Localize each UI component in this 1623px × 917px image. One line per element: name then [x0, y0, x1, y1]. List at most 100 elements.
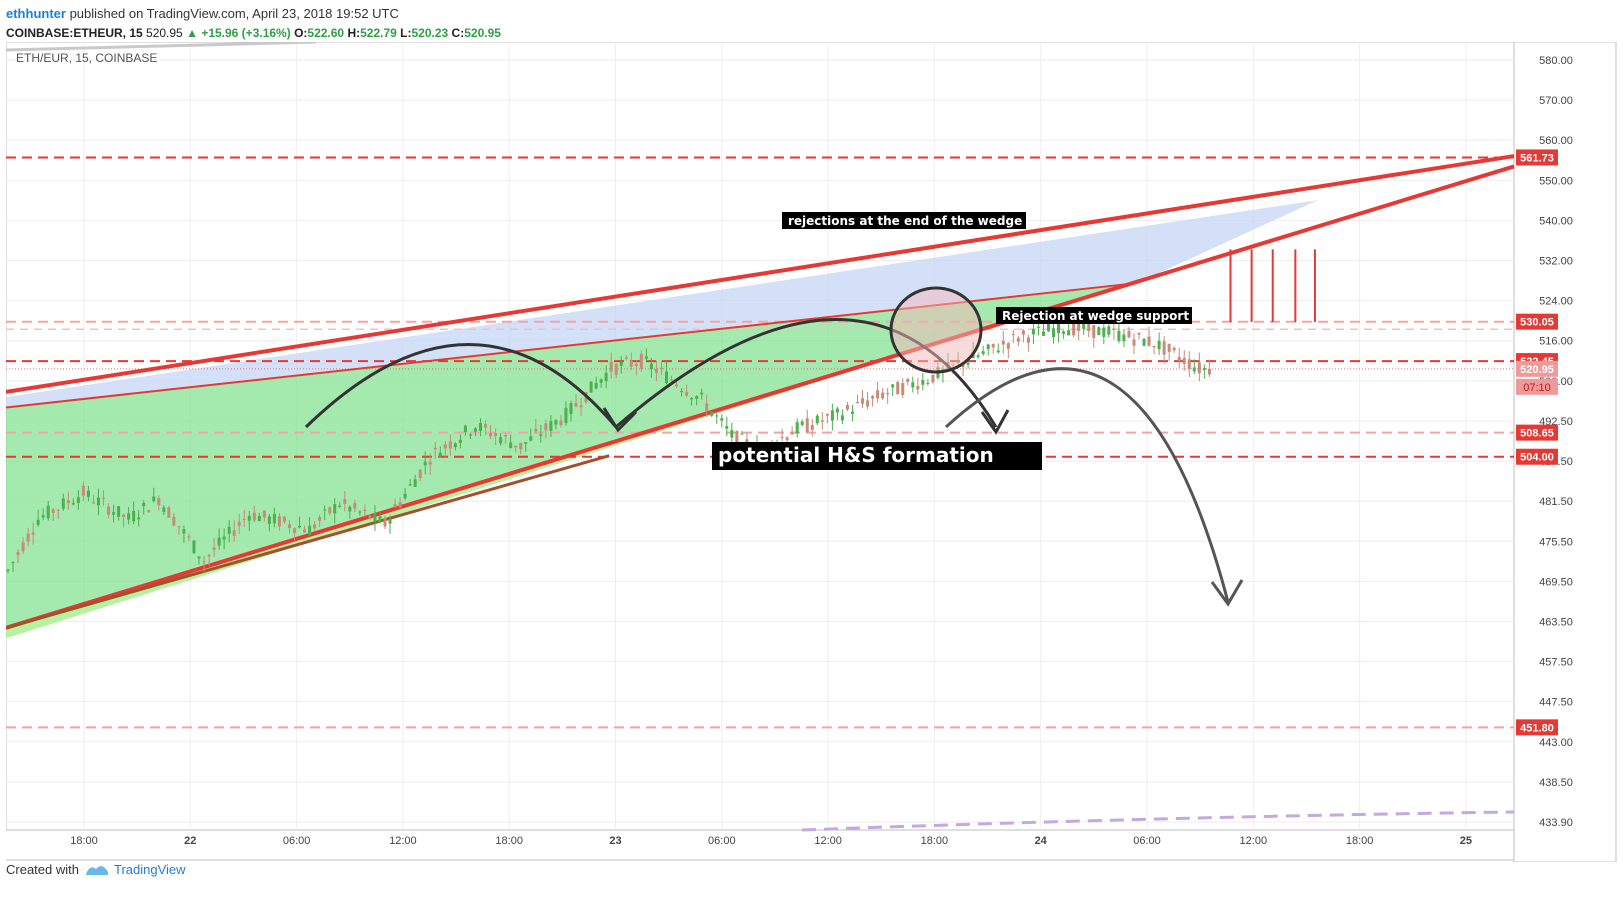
candle-body [856, 401, 860, 403]
candle-body [438, 452, 442, 458]
candle-body [308, 525, 312, 536]
candle-body [504, 435, 508, 437]
candle-body [398, 502, 402, 508]
candle-body [549, 421, 553, 431]
candle-body [31, 532, 35, 535]
candle-body [629, 360, 633, 367]
candle-body [26, 533, 30, 542]
candle-body [1006, 343, 1010, 349]
candle-body [1067, 330, 1071, 336]
created-with-label: Created with [6, 862, 79, 877]
candle-body [810, 425, 814, 430]
candle-body [614, 364, 618, 375]
x-tick-label: 06:00 [1133, 835, 1161, 847]
price-tag-label: 451.80 [1520, 722, 1554, 734]
candle-body [579, 405, 583, 408]
candle-body [122, 514, 126, 517]
candle-body [966, 362, 970, 365]
candle-body [654, 368, 658, 374]
candle-body [298, 525, 302, 528]
price-tag-box [1516, 360, 1558, 377]
candle-body [1197, 362, 1201, 374]
candle-body [921, 380, 925, 385]
candle-body [338, 505, 342, 507]
candle-body [790, 432, 794, 435]
candle-body [659, 367, 663, 370]
candle-body [202, 561, 206, 563]
upper-wedge-resistance-line[interactable] [6, 154, 1515, 394]
candle-body [423, 461, 427, 466]
candle-body [534, 428, 538, 432]
candle-body [41, 515, 45, 518]
tradingview-brand-link[interactable]: TradingView [114, 862, 186, 877]
x-tick-label: 25 [1460, 835, 1472, 847]
candle-body [408, 484, 412, 486]
annotation-hs-formation-label: potential H&S formation [718, 443, 994, 467]
candle-body [463, 425, 467, 433]
candle-body [815, 415, 819, 424]
candle-body [740, 433, 744, 435]
author-link[interactable]: ethhunter [6, 6, 66, 21]
candle-body [393, 504, 397, 508]
candle-body [147, 510, 151, 513]
candle-body [6, 569, 10, 571]
candle-body [348, 506, 352, 512]
candle-body [1157, 340, 1161, 350]
candle-body [328, 507, 332, 514]
candle-body [1036, 326, 1040, 328]
title-underline-decoration [6, 42, 317, 52]
wedge-support-shadow [6, 454, 610, 630]
candle-body [634, 363, 638, 367]
candle-body [242, 518, 246, 520]
candle-body [780, 436, 784, 438]
candle-body [222, 536, 226, 540]
upper-wedge-fill [6, 200, 1318, 408]
x-tick-label: 12:00 [389, 835, 417, 847]
candle-body [931, 374, 935, 383]
candle-body [71, 503, 75, 505]
candle-body [891, 384, 895, 388]
candle-body [715, 415, 719, 417]
left-shoulder-arc [304, 343, 618, 429]
chart-area[interactable]: 580.00 570.00 560.00 550.00 540.00 532.00 524.… [6, 42, 1618, 862]
candle-body [926, 382, 930, 384]
candle-body [343, 499, 347, 504]
candle-body [861, 398, 865, 404]
candle-body [197, 556, 201, 559]
candle-body [489, 433, 493, 437]
candle-body [509, 442, 513, 448]
candle-body [177, 526, 181, 528]
candle-body [569, 403, 573, 415]
candle-body [991, 343, 995, 348]
candle-body [800, 421, 804, 425]
candle-body [318, 517, 322, 521]
candle-body [1172, 347, 1176, 351]
candle-body [1016, 338, 1020, 342]
candle-body [529, 436, 533, 441]
candle-body [594, 383, 598, 389]
chart-svg[interactable]: 580.00 570.00 560.00 550.00 540.00 532.00 524.… [6, 42, 1618, 862]
candle-body [1132, 339, 1136, 346]
candle-body [91, 502, 95, 504]
candle-body [554, 420, 558, 425]
y-tick-label: 447.50 [1539, 697, 1573, 709]
chart-header: ethhunter published on TradingView.com, … [6, 4, 1606, 44]
price-tag-box [1516, 149, 1558, 166]
price-tag-box [1516, 313, 1558, 330]
rejection-circle[interactable] [889, 286, 983, 374]
candle-body [418, 469, 422, 478]
close-value: 520.95 [464, 26, 501, 40]
x-tick-label: 12:00 [814, 835, 842, 847]
candle-body [378, 516, 382, 523]
y-tick-label: 469.50 [1539, 576, 1573, 588]
candle-body [187, 536, 191, 538]
candle-body [207, 554, 211, 557]
candle-body [1152, 345, 1156, 348]
candle-body [559, 420, 563, 426]
candle-body [494, 433, 498, 436]
candle-body [881, 392, 885, 399]
x-tick-label: 24 [1035, 835, 1048, 847]
wedge-support-line[interactable] [6, 164, 1515, 630]
candle-body [303, 529, 307, 533]
candle-body [916, 385, 920, 390]
